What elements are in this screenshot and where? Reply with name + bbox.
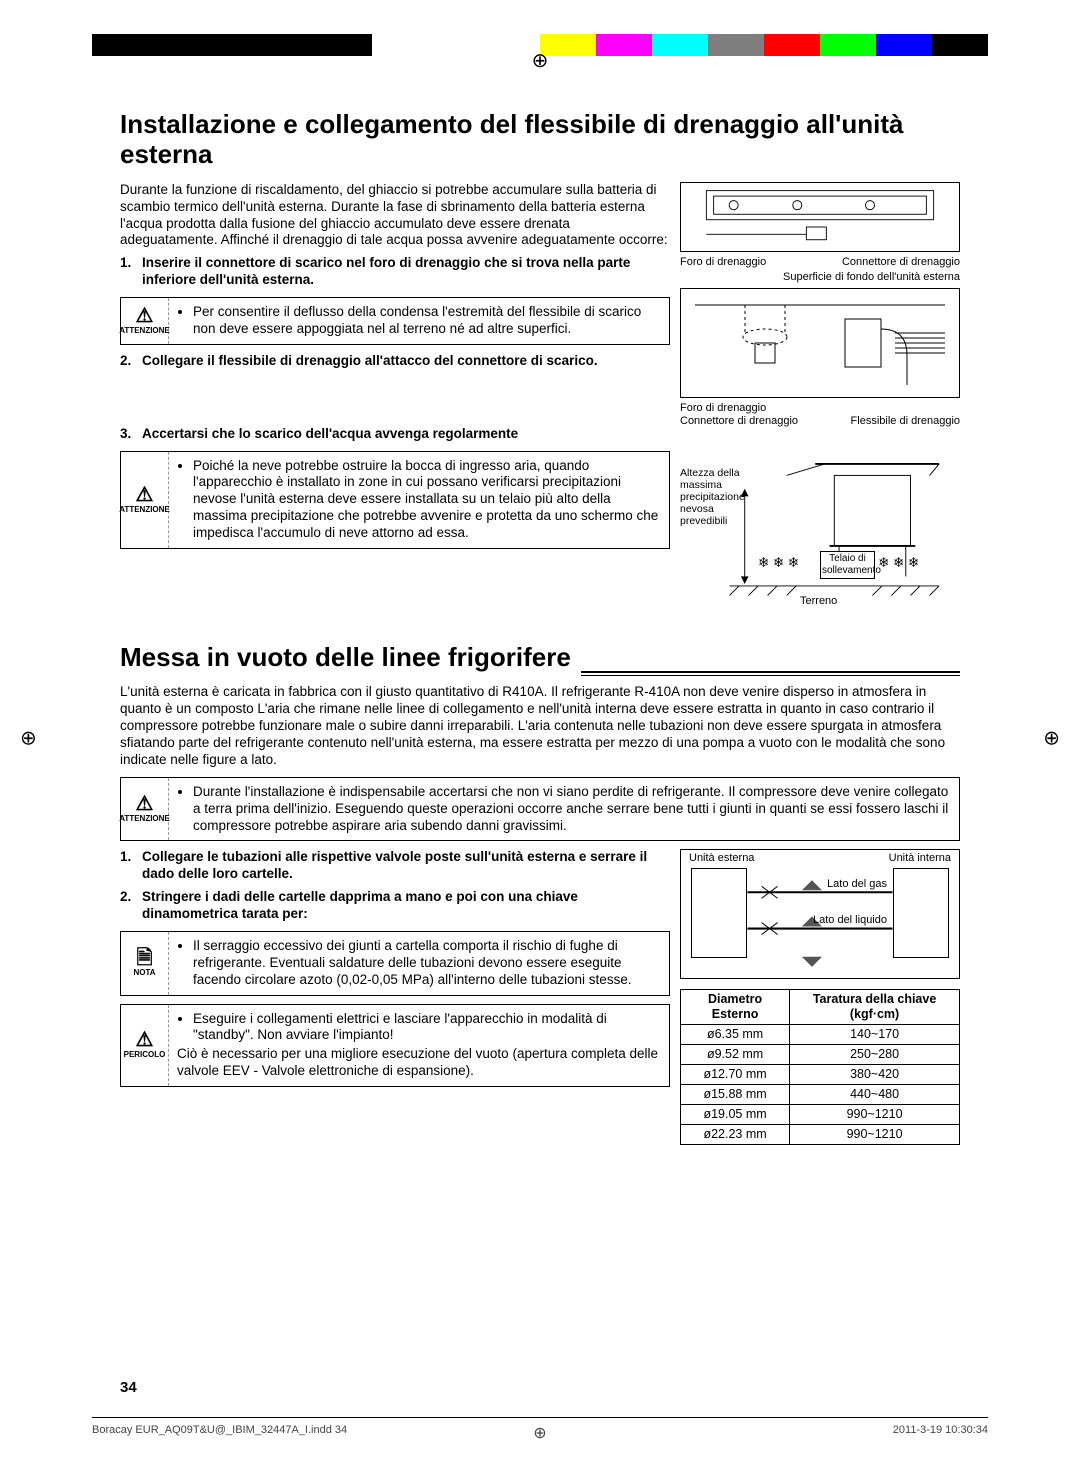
section1-step2: Collegare il flessibile di drenaggio all… (120, 353, 670, 370)
section1-title: Installazione e collegamento del flessib… (120, 110, 950, 170)
section1-step3: Accertarsi che lo scarico dell'acqua avv… (120, 426, 670, 443)
figure-piping-diagram: Unità esterna Unità interna Lato del gas (680, 849, 960, 979)
page-number: 34 (120, 1379, 137, 1396)
callout-nota: 🗎NOTA Il serraggio eccessivo dei giunti … (120, 931, 670, 996)
figure-snow-shield: ❄ ❄ ❄ ❄ ❄ ❄ Altezza della massima precip… (680, 439, 960, 609)
warning-icon: ⚠ (136, 794, 154, 814)
section1-intro: Durante la funzione di riscaldamento, de… (120, 182, 670, 250)
callout-attenzione-3: ⚠ATTENZIONE Durante l'installazione è in… (120, 777, 960, 842)
section2-step2: Stringere i dadi delle cartelle dapprima… (120, 889, 670, 923)
warning-icon: ⚠ (136, 306, 154, 326)
callout-pericolo: ⚠PERICOLO Eseguire i collegamenti elettr… (120, 1004, 670, 1088)
registration-mark-left: ⊕ (20, 726, 37, 751)
table-row: ø12.70 mm380~420 (681, 1065, 960, 1085)
table-row: ø22.23 mm990~1210 (681, 1125, 960, 1145)
warning-icon: ⚠ (136, 485, 154, 505)
danger-icon: ⚠ (136, 1030, 154, 1050)
section1-step1: Inserire il connettore di scarico nel fo… (120, 255, 670, 289)
table-row: ø6.35 mm140~170 (681, 1025, 960, 1045)
svg-text:❄ ❄ ❄: ❄ ❄ ❄ (758, 554, 799, 569)
page-footer: Boracay EUR_AQ09T&U@_IBIM_32447A_I.indd … (92, 1417, 988, 1436)
registration-mark-top: ⊕ (532, 48, 549, 73)
section2-intro: L'unità esterna è caricata in fabbrica c… (120, 684, 960, 768)
svg-text:❄ ❄ ❄: ❄ ❄ ❄ (878, 554, 919, 569)
callout-attenzione-2: ⚠ATTENZIONE Poiché la neve potrebbe ostr… (120, 451, 670, 549)
section2-step1: Collegare le tubazioni alle rispettive v… (120, 849, 670, 883)
section2-title: Messa in vuoto delle linee frigorifere (120, 643, 571, 673)
table-row: ø15.88 mm440~480 (681, 1085, 960, 1105)
table-row: ø19.05 mm990~1210 (681, 1105, 960, 1125)
registration-mark-right: ⊕ (1043, 726, 1060, 751)
torque-table: Diametro Esterno Taratura della chiave (… (680, 989, 960, 1145)
callout-attenzione-1: ⚠ATTENZIONE Per consentire il deflusso d… (120, 297, 670, 345)
figure-drain-connector-top (680, 182, 960, 252)
figure-drain-hose-side (680, 288, 960, 398)
table-row: ø9.52 mm250~280 (681, 1045, 960, 1065)
registration-mark-bottom: ⊕ (533, 1423, 546, 1443)
note-icon: 🗎 (136, 948, 152, 968)
